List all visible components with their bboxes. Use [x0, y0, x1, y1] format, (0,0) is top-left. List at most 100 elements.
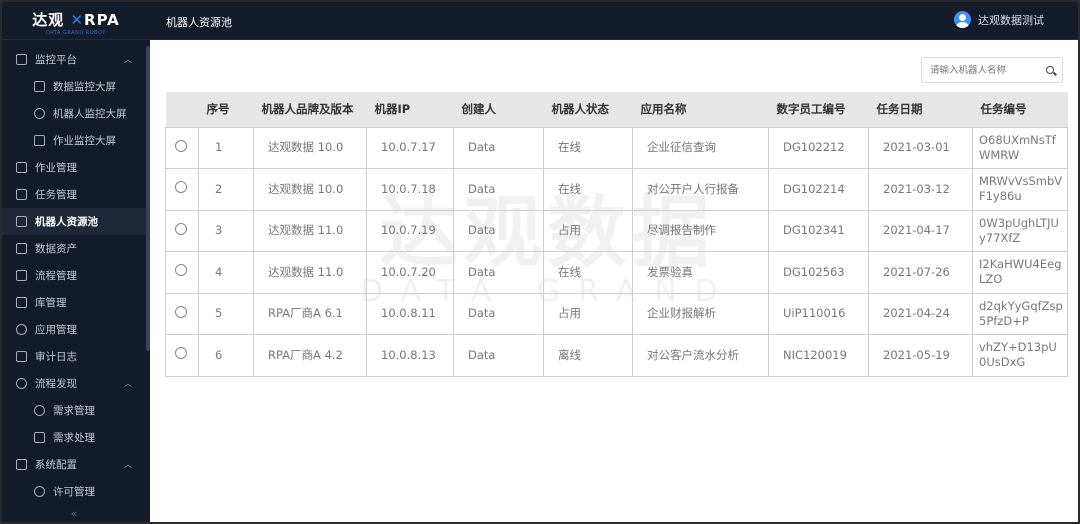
sidebar-item-12[interactable]: 流程发现 ︿	[2, 370, 146, 397]
column-header: 任务日期	[868, 92, 973, 127]
sidebar-item-label: 流程发现	[35, 378, 77, 390]
column-header: 机器人状态	[543, 92, 633, 127]
search-icon[interactable]	[1046, 66, 1054, 74]
table-cell: RPA厂商A 4.2	[253, 334, 367, 377]
sidebar-scrollbar[interactable]	[146, 46, 150, 351]
sidebar-item-label: 监控平台	[35, 54, 77, 66]
row-radio[interactable]	[175, 347, 187, 360]
table-row[interactable]: 2 达观数据 10.0 10.0.7.18 Data 在线 对公开户人行报备 DG10221…	[165, 168, 1068, 211]
table-cell: 2021-03-12	[868, 168, 973, 211]
column-header: 创建人	[453, 92, 544, 127]
sidebar-item-1[interactable]: 数据监控大屏	[2, 73, 146, 100]
robot-table: 序号 机器人品牌及版本 机器IP 创建人 机器人状态 应用名称 数字员工编号 任务日期 任务编号…	[165, 92, 1068, 377]
table-cell: 在线	[543, 251, 633, 294]
sidebar-item-10[interactable]: 应用管理	[2, 316, 146, 343]
sidebar-item-label: 作业监控大屏	[53, 135, 116, 147]
table-cell: NIC120019	[768, 334, 869, 377]
chevron-up-icon[interactable]: ︿	[124, 460, 132, 469]
table-cell: 3	[198, 209, 254, 252]
sidebar-item-label: 机器人监控大屏	[53, 108, 127, 120]
collapse-sidebar-button[interactable]: «	[70, 507, 78, 520]
table-cell: Data	[453, 209, 544, 252]
logo: 达观 ✕RPA DATA GRAND ROBOT	[2, 2, 150, 40]
table-row[interactable]: 6 RPA厂商A 4.2 10.0.8.13 Data 离线 对公客户流水分析 NIC120…	[165, 334, 1068, 377]
sidebar: « 监控平台 ︿ 数据监控大屏机器人监控大屏 作业监控大屏作业管理任务管理 机器人资源池…	[2, 40, 150, 522]
table-cell: 占用	[543, 209, 633, 252]
table-cell: RPA厂商A 6.1	[253, 292, 367, 335]
sidebar-item-label: 库管理	[35, 297, 67, 309]
chart-screen-icon	[34, 81, 45, 92]
logo-product: RPA	[84, 11, 120, 29]
table-cell: 2021-07-26	[868, 251, 973, 294]
table-row[interactable]: 4 达观数据 11.0 10.0.7.20 Data 在线 发票验真 DG102563 202…	[165, 251, 1068, 294]
chevron-up-icon[interactable]: ︿	[124, 55, 132, 64]
sidebar-item-15[interactable]: 系统配置 ︿	[2, 451, 146, 478]
sidebar-item-3[interactable]: 作业监控大屏	[2, 127, 146, 154]
table-cell: MRWvVsSmbVF1y86u	[972, 168, 1068, 211]
table-cell: Data	[453, 168, 544, 211]
row-radio[interactable]	[175, 139, 187, 152]
sidebar-item-13[interactable]: 需求管理	[2, 397, 146, 424]
table-cell: 达观数据 10.0	[253, 126, 367, 169]
sidebar-item-9[interactable]: 库管理	[2, 289, 146, 316]
sidebar-item-label: 流程管理	[35, 270, 77, 282]
sidebar-item-label: 审计日志	[35, 351, 77, 363]
table-cell: 在线	[543, 168, 633, 211]
search-input[interactable]	[930, 64, 1030, 76]
sidebar-item-label: 作业管理	[35, 162, 77, 174]
row-select-cell	[165, 126, 199, 169]
table-cell: 对公客户流水分析	[632, 334, 769, 377]
table-cell: 6	[198, 334, 254, 377]
table-cell: 达观数据 11.0	[253, 209, 367, 252]
search-box[interactable]	[921, 57, 1063, 83]
sidebar-item-14[interactable]: 需求处理	[2, 424, 146, 451]
row-radio[interactable]	[175, 181, 187, 194]
table-cell: 企业征信查询	[632, 126, 769, 169]
sidebar-item-8[interactable]: 流程管理	[2, 262, 146, 289]
table-row[interactable]: 5 RPA厂商A 6.1 10.0.8.11 Data 占用 企业财报解析 UiP11001…	[165, 292, 1068, 335]
row-radio[interactable]	[175, 222, 187, 235]
table-cell: DG102214	[768, 168, 869, 211]
table-cell: DG102563	[768, 251, 869, 294]
table-cell: 4	[198, 251, 254, 294]
table-cell: O68UXmNsTfWMRW	[972, 126, 1068, 169]
sidebar-item-2[interactable]: 机器人监控大屏	[2, 100, 146, 127]
row-radio[interactable]	[175, 305, 187, 318]
table-cell: 10.0.7.18	[366, 168, 454, 211]
table-cell: vhZY+D13pU0UsDxG	[972, 334, 1068, 377]
robot-icon	[16, 216, 27, 227]
sidebar-item-4[interactable]: 作业管理	[2, 154, 146, 181]
table-cell: 2	[198, 168, 254, 211]
task-icon	[16, 189, 27, 200]
row-radio[interactable]	[175, 264, 187, 277]
table-cell: 占用	[543, 292, 633, 335]
sidebar-item-6[interactable]: 机器人资源池	[2, 208, 146, 235]
sidebar-item-7[interactable]: 数据资产	[2, 235, 146, 262]
table-cell: 达观数据 11.0	[253, 251, 367, 294]
flow-icon	[16, 270, 27, 281]
user-menu[interactable]: 达观数据测试	[954, 11, 1044, 28]
sidebar-item-label: 需求处理	[53, 432, 95, 444]
chevron-up-icon[interactable]: ︿	[124, 379, 132, 388]
sidebar-item-5[interactable]: 任务管理	[2, 181, 146, 208]
sidebar-item-0[interactable]: 监控平台 ︿	[2, 46, 146, 73]
monitor-icon	[16, 54, 27, 65]
sidebar-item-16[interactable]: 许可管理	[2, 478, 146, 505]
table-cell: 5	[198, 292, 254, 335]
sidebar-item-11[interactable]: 审计日志	[2, 343, 146, 370]
table-cell: DG102341	[768, 209, 869, 252]
row-select-cell	[165, 292, 199, 335]
row-select-cell	[165, 334, 199, 377]
key-icon	[34, 486, 45, 497]
table-row[interactable]: 1 达观数据 10.0 10.0.7.17 Data 在线 企业征信查询 DG102212 2…	[165, 126, 1068, 169]
app-icon	[16, 324, 27, 335]
table-cell: 发票验真	[632, 251, 769, 294]
table-row[interactable]: 3 达观数据 11.0 10.0.7.19 Data 占用 尽调报告制作 DG102341 2…	[165, 209, 1068, 252]
page-title: 机器人资源池	[166, 16, 232, 29]
table-cell: 10.0.8.13	[366, 334, 454, 377]
table-cell: 10.0.7.20	[366, 251, 454, 294]
sidebar-item-label: 许可管理	[53, 486, 95, 498]
row-select-cell	[165, 168, 199, 211]
user-name: 达观数据测试	[978, 13, 1044, 27]
